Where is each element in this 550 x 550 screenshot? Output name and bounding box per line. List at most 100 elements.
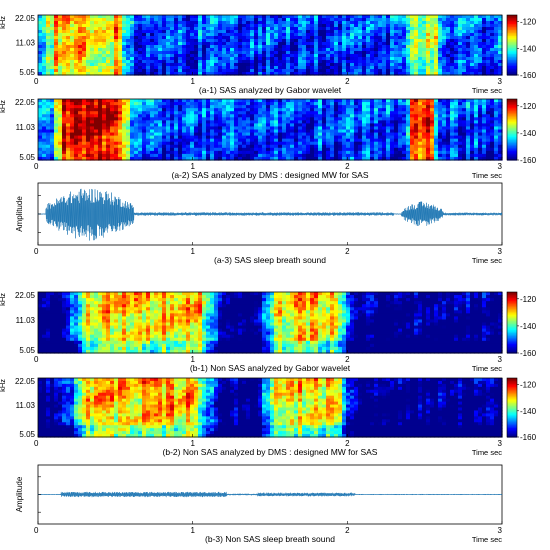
heatmap-cell: [66, 108, 71, 112]
colorbar-segment: [507, 114, 517, 117]
heatmap-cell: [322, 141, 327, 146]
heatmap-cell: [274, 24, 279, 28]
heatmap-cell: [398, 105, 403, 109]
heatmap-cell: [282, 102, 287, 106]
heatmap-cell: [250, 156, 255, 161]
heatmap-cell: [114, 117, 119, 121]
heatmap-cell: [270, 108, 275, 112]
heatmap-cell: [50, 63, 55, 67]
heatmap-cell: [106, 15, 111, 19]
heatmap-cell: [370, 147, 375, 152]
heatmap-cell: [450, 135, 455, 140]
heatmap-cell: [386, 60, 391, 64]
heatmap-cell: [474, 117, 479, 121]
heatmap-cell: [210, 123, 215, 128]
heatmap-cell: [158, 48, 163, 52]
heatmap-cell: [246, 126, 251, 131]
heatmap-cell: [114, 48, 119, 52]
colorbar-a2: -120-140-160: [506, 98, 537, 165]
heatmap-cell: [374, 150, 379, 155]
heatmap-cell: [174, 117, 179, 121]
heatmap-cell: [402, 54, 407, 58]
heatmap-cell: [374, 36, 379, 40]
heatmap-cell: [426, 144, 431, 149]
heatmap-cell: [278, 21, 283, 25]
heatmap-cell: [82, 102, 87, 106]
heatmap-cell: [38, 310, 43, 314]
heatmap-cell: [198, 144, 203, 149]
heatmap-cell: [214, 63, 219, 67]
heatmap-cell: [430, 138, 435, 143]
heatmap-cell: [122, 24, 127, 28]
heatmap-cell: [138, 24, 143, 28]
heatmap-cell: [382, 120, 387, 124]
heatmap-cell: [330, 138, 335, 143]
heatmap-cell: [394, 111, 399, 115]
heatmap-cell: [314, 72, 319, 76]
heatmap-cell: [178, 150, 183, 155]
heatmap-cell: [270, 21, 275, 25]
heatmap-cell: [90, 150, 95, 155]
heatmap-cell: [466, 153, 471, 158]
heatmap-cell: [206, 129, 211, 134]
heatmap-cell: [198, 27, 203, 31]
heatmap-cell: [222, 33, 227, 37]
heatmap-cell: [258, 114, 263, 118]
heatmap-cell: [154, 135, 159, 140]
heatmap-cell: [50, 123, 55, 128]
heatmap-cell: [190, 144, 195, 149]
heatmap-cell: [382, 36, 387, 40]
heatmap-cell: [406, 27, 411, 31]
heatmap-cell: [214, 117, 219, 121]
heatmap-cell: [138, 135, 143, 140]
heatmap-cell: [230, 33, 235, 37]
colorbar-segment: [507, 61, 517, 64]
heatmap-cell: [74, 102, 79, 106]
heatmap-cell: [370, 69, 375, 73]
heatmap-cell: [334, 21, 339, 25]
heatmap-cell: [378, 33, 383, 37]
heatmap-cell: [70, 141, 75, 146]
heatmap-cell: [194, 99, 199, 103]
heatmap-cell: [290, 39, 295, 43]
heatmap-cell: [398, 99, 403, 103]
heatmap-cell: [178, 72, 183, 76]
heatmap-cell: [470, 33, 475, 37]
heatmap-cell: [154, 147, 159, 152]
heatmap-cell: [322, 105, 327, 109]
heatmap-cell: [186, 66, 191, 70]
heatmap-cell: [438, 18, 443, 22]
heatmap-cell: [118, 138, 123, 143]
heatmap-cell: [102, 153, 107, 158]
heatmap-cell: [366, 144, 371, 149]
heatmap-cell: [290, 144, 295, 149]
colorbar-segment: [507, 121, 517, 125]
heatmap-cell: [382, 105, 387, 109]
heatmap-cell: [334, 153, 339, 158]
heatmap-cell: [410, 135, 415, 140]
heatmap-cell: [166, 60, 171, 64]
heatmap-cell: [494, 15, 499, 19]
heatmap-cell: [262, 15, 267, 19]
heatmap-cell: [138, 57, 143, 61]
heatmap-cell: [422, 111, 427, 115]
heatmap-cell: [94, 30, 99, 34]
heatmap-cell: [50, 45, 55, 49]
heatmap-cell: [322, 18, 327, 22]
heatmap-cell: [38, 346, 43, 351]
heatmap-cell: [318, 120, 323, 124]
heatmap-cell: [226, 153, 231, 158]
heatmap-cell: [402, 114, 407, 118]
heatmap-cell: [338, 69, 343, 73]
heatmap-cell: [402, 153, 407, 158]
heatmap-cell: [106, 33, 111, 37]
heatmap-cell: [214, 123, 219, 128]
heatmap-cell: [458, 33, 463, 37]
heatmap-cell: [294, 129, 299, 134]
heatmap-cell: [50, 334, 55, 339]
heatmap-cell: [462, 15, 467, 19]
heatmap-cell: [62, 147, 67, 152]
heatmap-cell: [262, 63, 267, 67]
heatmap-cell: [42, 340, 47, 345]
heatmap-cell: [498, 132, 503, 137]
